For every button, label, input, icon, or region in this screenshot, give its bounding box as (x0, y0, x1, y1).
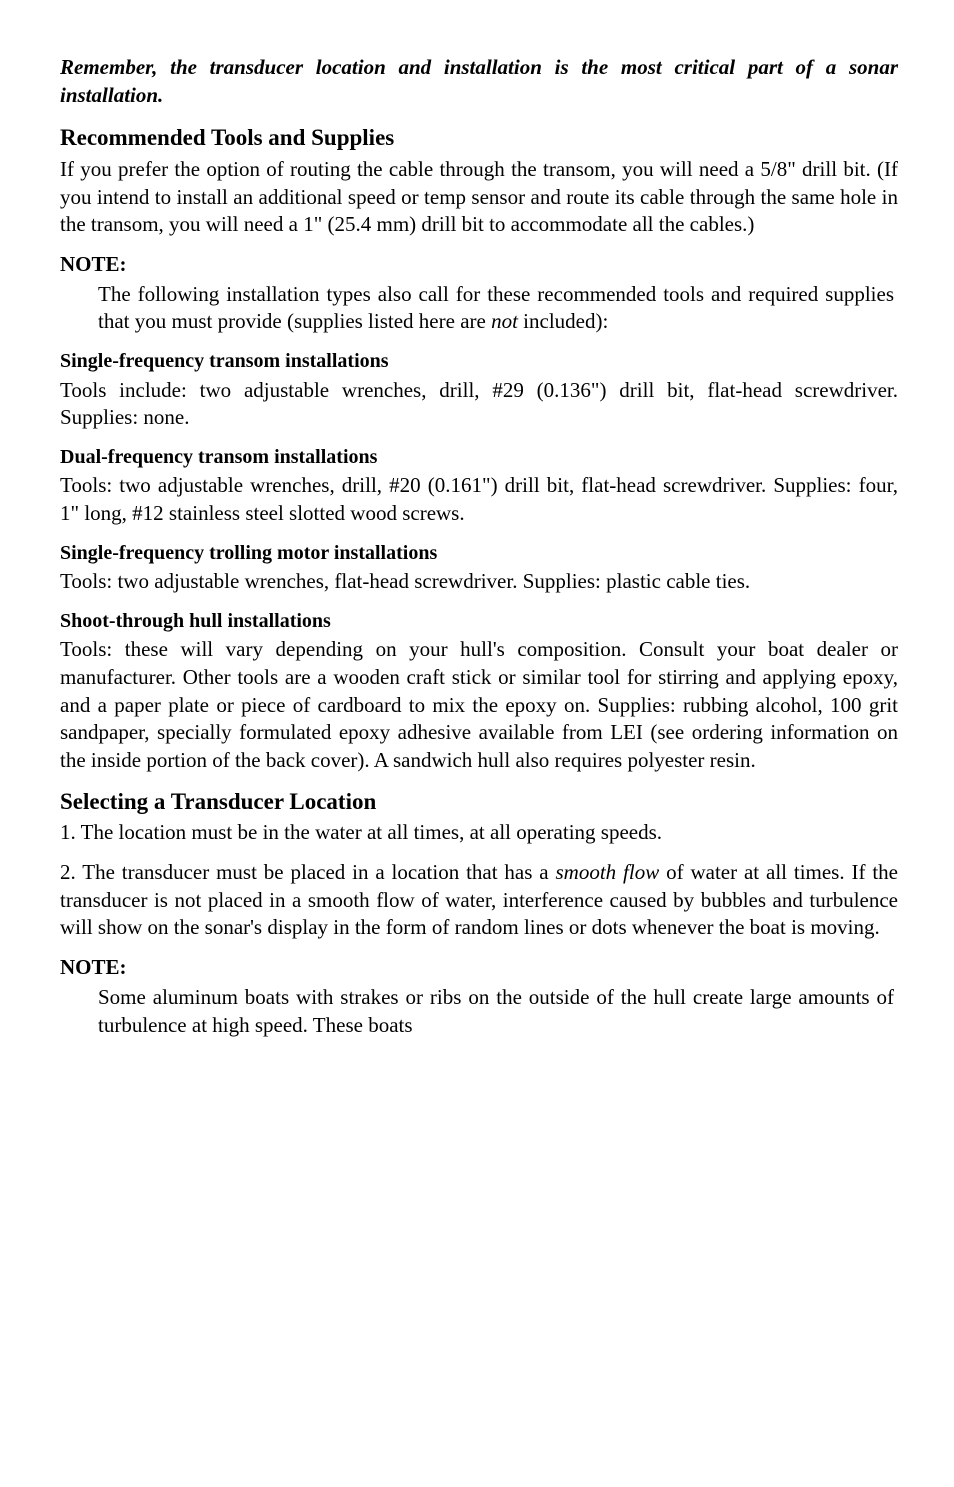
note2-label: NOTE: (60, 954, 898, 982)
note1-body-post: included): (518, 309, 608, 333)
tools-heading: Recommended Tools and Supplies (60, 123, 898, 153)
note1-body-ital: not (491, 309, 518, 333)
trolling-body: Tools: two adjustable wrenches, flat-hea… (60, 568, 898, 596)
shoot-body: Tools: these will vary depending on your… (60, 636, 898, 775)
trolling-heading: Single-frequency trolling motor installa… (60, 540, 898, 566)
selecting-item2-pre: 2. The transducer must be placed in a lo… (60, 860, 556, 884)
selecting-item-1: 1. The location must be in the water at … (60, 819, 898, 847)
note1-label: NOTE: (60, 251, 898, 279)
single-transom-heading: Single-frequency transom installations (60, 348, 898, 374)
tools-body: If you prefer the option of routing the … (60, 156, 898, 239)
note2-body: Some aluminum boats with strakes or ribs… (60, 984, 898, 1039)
dual-transom-heading: Dual-frequency transom installations (60, 444, 898, 470)
dual-transom-body: Tools: two adjustable wrenches, drill, #… (60, 472, 898, 527)
single-transom-body: Tools include: two adjustable wrenches, … (60, 377, 898, 432)
selecting-heading: Selecting a Transducer Location (60, 787, 898, 817)
note1-body: The following installation types also ca… (60, 281, 898, 336)
intro-emphasis: Remember, the transducer location and in… (60, 54, 898, 109)
selecting-item2-ital: smooth flow (556, 860, 660, 884)
selecting-item-2: 2. The transducer must be placed in a lo… (60, 859, 898, 942)
shoot-heading: Shoot-through hull installations (60, 608, 898, 634)
